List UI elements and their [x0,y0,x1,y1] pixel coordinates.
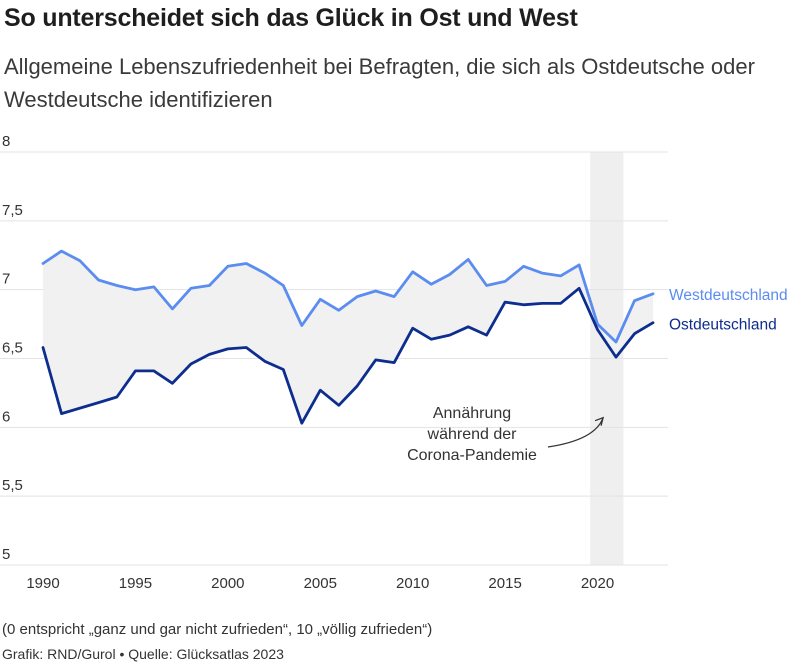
gap-band-area [43,251,653,424]
series-labels-group: Westdeutschland Ostdeutschland [669,287,788,334]
y-tick-label: 8 [2,133,10,150]
series-label-ostdeutschland: Ostdeutschland [669,317,777,334]
line-chart: 5 5,5 6 6,5 7 7,5 8 1990 1995 2000 2005 2010 2015 20… [0,133,788,592]
annotation-line: Corona-Pandemie [407,447,537,464]
source-credit: Grafik: RND/Gurol • Quelle: Glücksatlas … [2,646,284,662]
scale-note: (0 entspricht „ganz und gar nicht zufrie… [2,621,433,638]
gridlines-group [0,151,668,566]
x-tick-label: 1990 [26,575,59,592]
chart-title: So unterscheidet sich das Glück in Ost u… [4,4,578,32]
series-line-westdeutschland [41,249,655,344]
annotation-line: während der [427,426,518,443]
x-tick-label: 2005 [304,575,337,592]
chart-subtitle: Allgemeine Lebenszufriedenheit bei Befra… [4,54,755,112]
y-tick-label: 7 [2,271,10,288]
annotation-arrow [547,417,604,448]
y-tick-label: 6,5 [2,340,23,357]
y-axis-tick-labels: 5 5,5 6 6,5 7 7,5 8 [2,133,23,563]
y-tick-label: 5,5 [2,477,23,494]
annotation-line: Annährung [433,405,511,422]
x-tick-label: 2010 [396,575,429,592]
annotation-group: Annährung während der Corona-Pandemie [407,405,605,464]
series-line-ostdeutschland [41,286,655,425]
x-tick-label: 1995 [119,575,152,592]
series-label-westdeutschland: Westdeutschland [669,287,788,304]
x-tick-label: 2020 [581,575,614,592]
annotation-arrowhead [594,416,605,426]
series-lines-group [41,249,655,425]
x-tick-label: 2000 [211,575,244,592]
x-axis-tick-labels: 1990 1995 2000 2005 2010 2015 2020 [26,575,614,592]
gap-band-group [43,251,653,424]
x-tick-label: 2015 [488,575,521,592]
y-tick-label: 6 [2,408,10,425]
y-tick-label: 7,5 [2,202,23,219]
y-tick-label: 5 [2,546,10,563]
